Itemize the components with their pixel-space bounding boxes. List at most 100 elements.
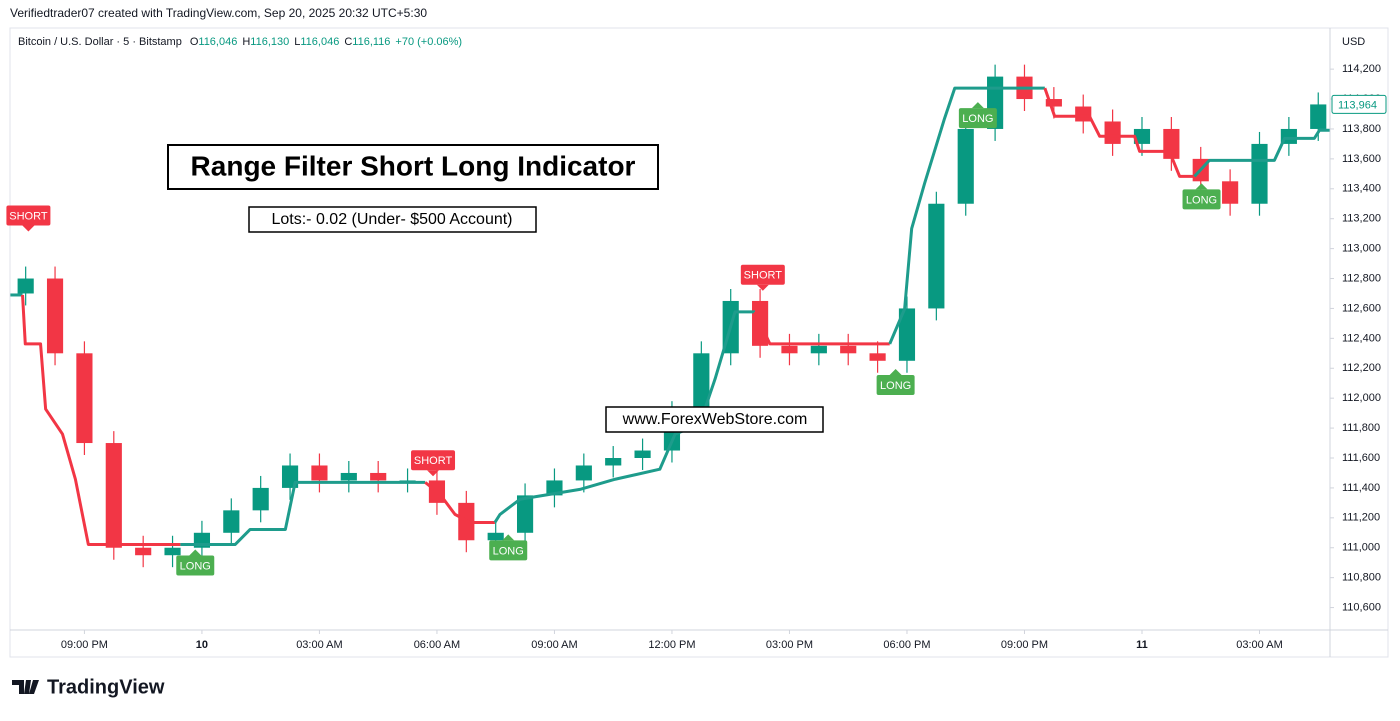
currency: USD: [1342, 36, 1365, 48]
y-tick-label: 112,200: [1342, 362, 1381, 374]
candle-body: [252, 487, 269, 511]
y-tick-label: 113,600: [1342, 153, 1381, 165]
y-tick-label: 111,000: [1342, 542, 1380, 554]
candle-body: [17, 278, 34, 294]
candle-body: [781, 345, 798, 354]
annotation-box: [605, 406, 824, 433]
x-tick-label: 12:00 PM: [648, 639, 695, 651]
y-tick-label: 112,600: [1342, 302, 1381, 314]
candle-body: [1045, 99, 1062, 107]
signal-pointer: [889, 369, 902, 376]
signal: LONG: [876, 369, 915, 396]
candle-body: [1222, 181, 1239, 204]
symbol: Bitcoin / U.S. Dollar · 5 · Bitstamp: [18, 36, 182, 48]
signal-label: SHORT: [414, 455, 453, 467]
candle-body: [957, 128, 974, 204]
candle-body: [1075, 106, 1092, 122]
candle-body: [164, 547, 181, 556]
annotation-box: [248, 206, 537, 233]
chart-title: Range Filter Short Long Indicator: [191, 150, 636, 181]
x-tick-label: 09:00 AM: [531, 639, 577, 651]
range-filter: [21, 294, 181, 546]
signal-pointer: [427, 470, 440, 477]
candle-body: [46, 278, 64, 354]
candle-body: [311, 465, 328, 481]
signal-label: SHORT: [9, 210, 48, 222]
y-tick-label: 111,200: [1342, 512, 1380, 524]
candle-body: [575, 465, 592, 481]
candle-body: [1104, 121, 1121, 144]
last-price-tag: [1331, 94, 1387, 114]
ohlc-key: L: [294, 36, 300, 48]
y-tick-label: 112,400: [1342, 332, 1381, 344]
logo-icon: [12, 680, 39, 694]
x-tick-label: 10: [196, 639, 208, 651]
signal-box: [876, 375, 915, 396]
x-tick-label: 11: [1136, 639, 1148, 651]
credit: Verifiedtrader07 created with TradingVie…: [10, 6, 427, 20]
y-tick-label: 113,200: [1342, 213, 1381, 225]
signal: LONG: [489, 534, 528, 561]
logo-text: TradingView: [47, 676, 165, 698]
range-filter: [753, 311, 890, 346]
ohlc-value: 116,130: [250, 36, 289, 48]
ohlc-value: 116,046: [300, 36, 339, 48]
signal: SHORT: [6, 205, 51, 232]
y-tick-label: 111,400: [1342, 482, 1380, 494]
range-filter: [1043, 87, 1195, 178]
signal-box: [740, 264, 785, 285]
x-tick-label: 06:00 PM: [883, 639, 930, 651]
candle-body: [223, 510, 240, 533]
signal-pointer: [502, 534, 515, 541]
candle-body: [1133, 128, 1151, 144]
signal: SHORT: [740, 264, 785, 291]
signal-label: LONG: [180, 560, 211, 572]
signal-box: [489, 540, 528, 561]
y-tick-label: 111,600: [1342, 452, 1380, 464]
y-tick-label: 114,200: [1342, 63, 1381, 75]
x-tick-label: 03:00 AM: [1236, 639, 1282, 651]
candle-body: [516, 495, 534, 533]
signal-pointer: [189, 549, 202, 556]
signal-pointer: [22, 225, 35, 232]
signal-box: [411, 450, 456, 471]
candle-body: [340, 472, 357, 481]
range-filter: [493, 310, 755, 524]
x-tick-label: 03:00 AM: [296, 639, 342, 651]
candle-body: [605, 458, 622, 466]
ohlc-key: H: [242, 36, 250, 48]
symbol-legend: Bitcoin / U.S. Dollar · 5 · Bitstamp O 116…: [18, 36, 462, 48]
y-tick-label: 112,800: [1342, 272, 1381, 284]
y-tick-label: 111,800: [1342, 422, 1380, 434]
candle-body: [1251, 143, 1268, 204]
x-tick-label: 09:00 PM: [1001, 639, 1048, 651]
candle-body: [634, 450, 651, 458]
x-tick-label: 06:00 AM: [414, 639, 460, 651]
signal-label: SHORT: [744, 270, 783, 282]
signal-label: LONG: [962, 113, 993, 125]
signal-pointer: [971, 102, 984, 109]
range-filter: [180, 480, 426, 546]
signal-box: [958, 108, 997, 129]
y-tick-label: 110,600: [1342, 601, 1381, 613]
candle-body: [928, 203, 945, 309]
y-tick-label: 112,000: [1342, 392, 1381, 404]
ohlc-value: 116,046: [198, 36, 237, 48]
signal-pointer: [756, 284, 769, 291]
y-tick-label: 113,800: [1342, 123, 1381, 135]
candle-body: [869, 353, 886, 361]
last-price-label: 113,964: [1338, 99, 1377, 111]
x-tick-label: 09:00 PM: [61, 639, 108, 651]
range-filter: [888, 86, 1045, 345]
signal-pointer: [1195, 183, 1208, 190]
signal: LONG: [958, 102, 997, 129]
candle-body: [810, 345, 827, 354]
y-tick-label: 113,000: [1342, 243, 1381, 255]
annotation: Lots:- 0.02 (Under- $500 Account): [271, 211, 512, 228]
candle-body: [105, 443, 122, 548]
candle-body: [693, 353, 710, 414]
candle-body: [487, 532, 504, 541]
plot: SHORT LONG SHORT LONG SHORT LONG LONG LONG: [6, 64, 1330, 576]
